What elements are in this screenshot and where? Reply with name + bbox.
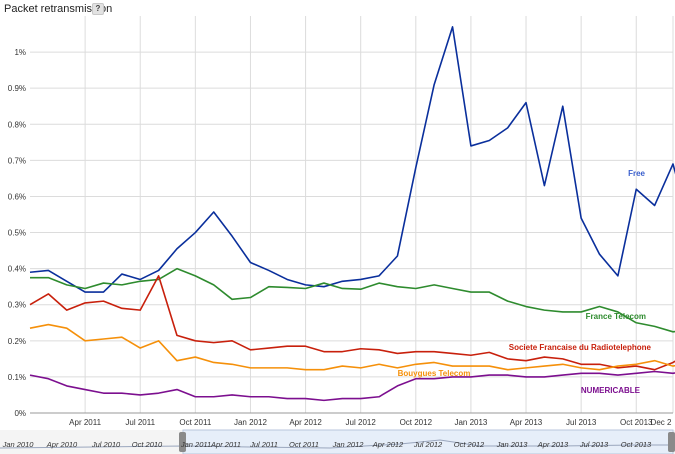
x-tick-label: Jan 2013 [454,418,487,427]
navigator-tick-label: Jan 2012 [332,440,365,449]
y-tick-label: 0.3% [8,301,26,310]
series-label-2: Societe Francaise du Radiotelephone [509,343,652,352]
horizontal-gridlines [30,51,673,414]
x-tick-label: Oct 2013 [620,418,653,427]
navigator-tick-label: Oct 2013 [621,440,652,449]
series-line-3 [29,323,675,371]
x-axis-ticks: Apr 2011 Jul 2011 Oct 2011 Jan 2012 Apr 2012… [69,418,672,427]
x-tick-label: Jan 2012 [234,418,267,427]
x-tick-label: Apr 2011 [69,418,101,427]
navigator-tick-label: Jan 2011 [180,440,211,449]
series-line-1 [30,267,675,333]
x-tick-label: Jul 2013 [566,418,597,427]
navigator-tick-label: Apr 2012 [372,440,404,449]
series-line-2 [29,275,675,371]
x-tick-label: Jul 2011 [125,418,155,427]
plot-area [30,16,673,413]
series-label-4: NUMERICABLE [581,386,641,395]
series-label-3: Bouygues Telecom [398,369,471,378]
x-tick-label: Jul 2012 [346,418,377,427]
navigator-tick-label: Oct 2012 [454,440,485,449]
y-axis-ticks: 0% 0.1% 0.2% 0.3% 0.4% 0.5% 0.6% 0.7% 0.8% 0.9% 1% [8,48,26,418]
y-tick-label: 0.9% [8,84,26,93]
navigator-ticks: Jan 2010 Apr 2010 Jul 2010 Oct 2010 Jan 2011… [2,440,652,449]
navigator-tick-label: Jul 2013 [579,440,609,449]
navigator-tick-label: Oct 2010 [132,440,163,449]
y-tick-label: 0.1% [8,373,26,382]
navigator-tick-label: Jul 2010 [91,440,121,449]
series-line-4 [29,370,675,402]
vertical-gridlines [84,16,674,413]
navigator-tick-label: Apr 2013 [537,440,569,449]
help-icon[interactable]: ? [92,3,104,15]
y-tick-label: 0.2% [8,337,26,346]
y-tick-label: 0.5% [8,229,26,238]
navigator-tick-label: Apr 2010 [46,440,78,449]
x-tick-label: Oct 2012 [400,418,433,427]
series-label-0: Free [628,169,645,178]
navigator-handle-left[interactable] [179,432,186,452]
x-tick-label: Dec 2 [651,418,672,427]
y-tick-label: 0% [14,409,26,418]
navigator-tick-label: Jan 2010 [2,440,35,449]
navigator-mini-line [0,439,675,449]
series-labels: Free France Telecom Societe Francaise du R… [398,169,652,395]
navigator-handle-right[interactable] [668,432,675,452]
navigator-tick-label: Apr 2011 [210,440,241,449]
x-tick-label: Apr 2013 [510,418,543,427]
y-tick-label: 0.8% [8,120,26,129]
series-label-1: France Telecom [586,312,646,321]
y-tick-label: 0.4% [8,265,26,274]
range-navigator[interactable]: Jan 2010 Apr 2010 Jul 2010 Oct 2010 Jan 2011… [0,429,675,454]
y-tick-label: 1% [14,48,26,57]
navigator-tick-label: Jan 2013 [496,440,529,449]
navigator-tick-label: Jul 2011 [249,440,278,449]
navigator-tick-label: Oct 2011 [289,440,319,449]
y-tick-label: 0.7% [8,156,26,165]
y-tick-label: 0.6% [8,192,26,201]
series-lines [29,26,675,402]
navigator-tick-label: Jul 2012 [413,440,443,449]
chart-title: Packet retransmission [4,3,113,15]
x-tick-label: Apr 2012 [289,418,322,427]
x-tick-label: Oct 2011 [179,418,211,427]
series-line-0 [29,26,675,293]
